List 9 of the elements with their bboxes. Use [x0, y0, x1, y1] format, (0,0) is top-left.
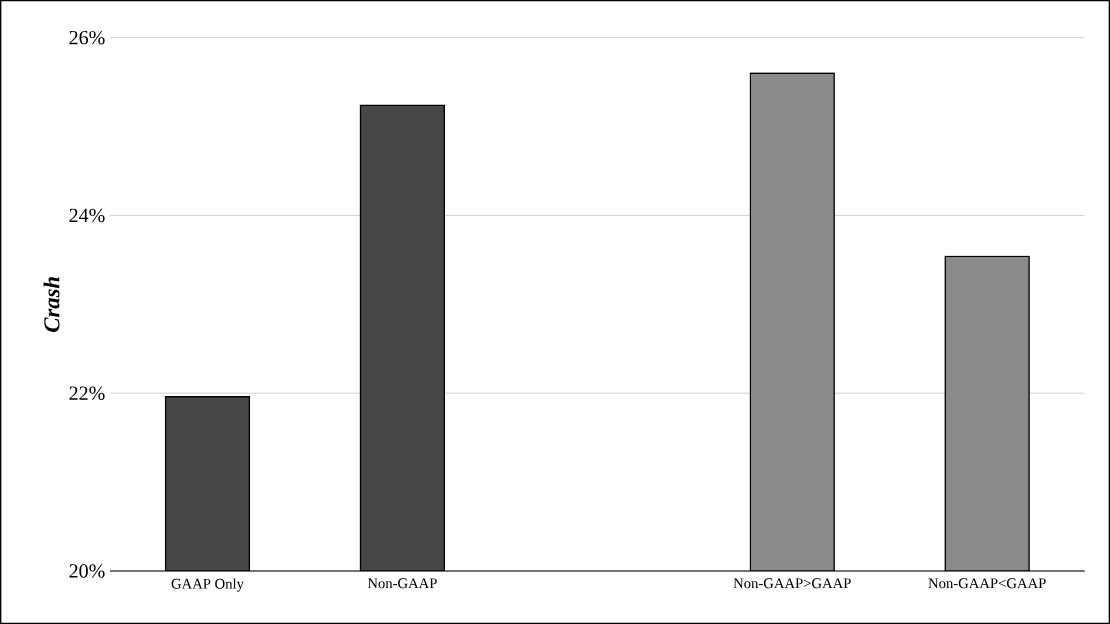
x-tick-label: Non-GAAP [367, 578, 437, 589]
x-tick-label: Non-GAAP>GAAP [733, 578, 851, 589]
y-axis-title: Crash [43, 277, 60, 332]
y-tick-label: 24% [69, 208, 105, 223]
y-tick-label: 20% [69, 564, 105, 578]
y-tick-label: 22% [69, 386, 105, 400]
x-tick-label: GAAP Only [171, 578, 244, 592]
x-tick-label: Non-GAAP<GAAP [928, 578, 1046, 589]
y-tick-label: 26% [69, 30, 105, 45]
